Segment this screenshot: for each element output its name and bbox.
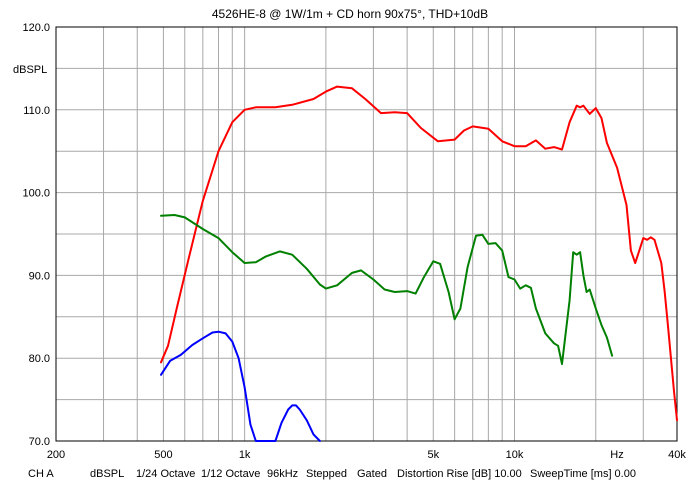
chart-title: 4526HE-8 @ 1W/1m + CD horn 90x75°, THD+1…	[212, 7, 488, 21]
y-axis-label: dBSPL	[13, 64, 47, 76]
x-tick-label: 10k	[506, 449, 524, 461]
footer-unit: dBSPL	[90, 468, 124, 480]
footer-octave-1: 1/24 Octave	[136, 468, 195, 480]
footer-channel: CH A	[28, 468, 54, 480]
y-tick-label: 90.0	[29, 270, 50, 282]
footer-bar: CH A dBSPL 1/24 Octave 1/12 Octave 96kHz…	[28, 468, 636, 480]
x-tick-label: 500	[154, 449, 172, 461]
y-tick-label: 80.0	[29, 353, 50, 365]
y-tick-label: 120.0	[22, 22, 50, 34]
series-line-blue	[160, 330, 321, 442]
footer-stepped: Stepped	[306, 468, 347, 480]
x-tick-label: 1k	[239, 449, 251, 461]
x-axis-label: Hz	[610, 449, 623, 461]
plot-frame	[55, 26, 678, 442]
series-group	[160, 85, 678, 442]
series-line-red	[160, 85, 678, 422]
y-tick-label: 70.0	[29, 436, 50, 448]
grid	[56, 27, 677, 441]
footer-octave-2: 1/12 Octave	[201, 468, 260, 480]
footer-rate: 96kHz	[267, 468, 298, 480]
footer-distortion: Distortion Rise [dB] 10.00	[397, 468, 522, 480]
y-tick-label: 110.0	[23, 105, 50, 117]
series-line-green	[160, 214, 614, 365]
x-tick-label: 40k	[668, 449, 686, 461]
y-tick-label: 100.0	[22, 188, 50, 200]
footer-gated: Gated	[357, 468, 387, 480]
x-tick-label: 5k	[427, 449, 439, 461]
x-tick-label: 200	[47, 449, 65, 461]
footer-sweep: SweepTime [ms] 0.00	[530, 468, 636, 480]
